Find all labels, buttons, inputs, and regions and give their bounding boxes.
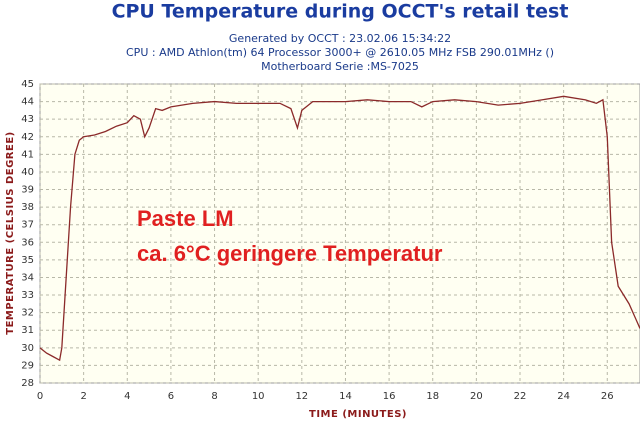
- y-tick-label: 37: [21, 220, 34, 231]
- subtitle: CPU : AMD Athlon(tm) 64 Processor 3000+ …: [126, 46, 554, 59]
- x-tick-label: 20: [470, 391, 483, 402]
- y-tick-label: 31: [21, 325, 34, 336]
- x-tick-label: 16: [383, 391, 396, 402]
- y-tick-label: 42: [21, 132, 34, 143]
- data-line: [39, 95, 640, 362]
- y-tick-label: 43: [21, 114, 34, 125]
- y-tick-label: 30: [21, 343, 34, 354]
- y-tick-label: 38: [21, 202, 34, 213]
- y-tick-label: 36: [21, 237, 34, 248]
- subtitle: Motherboard Serie :MS-7025: [261, 60, 419, 73]
- x-tick-label: 4: [124, 391, 130, 402]
- y-tick-label: 29: [21, 360, 34, 371]
- x-tick-label: 12: [295, 391, 308, 402]
- y-tick-label: 45: [21, 79, 34, 90]
- y-tick-label: 34: [21, 272, 34, 283]
- y-tick-label: 39: [21, 185, 34, 196]
- y-tick-label: 40: [21, 167, 34, 178]
- y-tick-label: 33: [21, 290, 34, 301]
- x-tick-label: 26: [601, 391, 614, 402]
- y-axis-label: TEMPERATURE (CELSIUS DEGREE): [5, 131, 16, 335]
- x-tick-label: 18: [426, 391, 439, 402]
- x-tick-label: 6: [168, 391, 174, 402]
- x-tick-label: 0: [37, 391, 43, 402]
- x-tick-label: 14: [339, 391, 352, 402]
- annotation: Paste LM: [137, 206, 234, 231]
- x-tick-label: 8: [211, 391, 217, 402]
- x-tick-label: 2: [80, 391, 86, 402]
- x-axis-label: TIME (MINUTES): [309, 409, 407, 420]
- x-tick-label: 24: [557, 391, 570, 402]
- subtitle: Generated by OCCT : 23.02.06 15:34:22: [229, 32, 451, 45]
- chart-title: CPU Temperature during OCCT's retail tes…: [112, 1, 569, 23]
- y-tick-label: 44: [21, 97, 34, 108]
- y-tick-label: 28: [21, 378, 34, 389]
- y-tick-label: 32: [21, 308, 34, 319]
- y-tick-label: 41: [21, 149, 34, 160]
- plot-area: [39, 83, 640, 384]
- x-tick-label: 10: [252, 391, 265, 402]
- annotation: ca. 6°C geringere Temperatur: [137, 241, 443, 266]
- y-tick-label: 35: [21, 255, 34, 266]
- x-tick-label: 22: [514, 391, 527, 402]
